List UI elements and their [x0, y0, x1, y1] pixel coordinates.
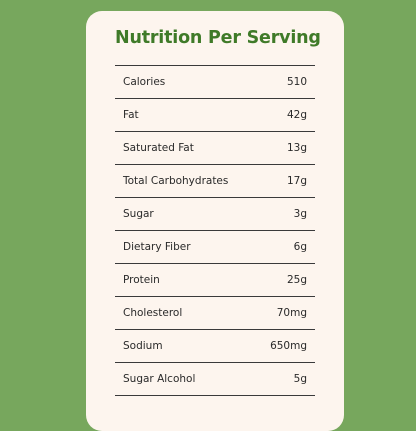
nutrition-row-fat: Fat 42g — [115, 98, 315, 131]
nutrition-row-sugar-alcohol: Sugar Alcohol 5g — [115, 362, 315, 395]
nutrition-value: 510 — [286, 76, 307, 88]
nutrition-row-cholesterol: Cholesterol 70mg — [115, 296, 315, 329]
nutrition-row-total-carbohydrates: Total Carbohydrates 17g — [115, 164, 315, 197]
nutrition-label: Fat — [123, 109, 139, 121]
nutrition-value: 3g — [293, 208, 307, 220]
nutrition-value: 17g — [286, 175, 307, 187]
nutrition-row-dietary-fiber: Dietary Fiber 6g — [115, 230, 315, 263]
nutrition-value: 70mg — [276, 307, 307, 319]
nutrition-value: 6g — [293, 241, 307, 253]
nutrition-row-calories: Calories 510 — [115, 65, 315, 98]
nutrition-label: Sodium — [123, 340, 163, 352]
nutrition-label: Sugar Alcohol — [123, 373, 196, 385]
nutrition-value: 5g — [293, 373, 307, 385]
nutrition-label: Saturated Fat — [123, 142, 194, 154]
nutrition-value: 650mg — [270, 340, 307, 352]
nutrition-label: Dietary Fiber — [123, 241, 191, 253]
nutrition-label: Calories — [123, 76, 166, 88]
nutrition-card: Nutrition Per Serving Calories 510 Fat 4… — [86, 11, 344, 431]
card-title: Nutrition Per Serving — [115, 28, 321, 48]
nutrition-label: Cholesterol — [123, 307, 183, 319]
nutrition-value: 13g — [286, 142, 307, 154]
nutrition-label: Sugar — [123, 208, 154, 220]
nutrition-label: Protein — [123, 274, 160, 286]
nutrition-row-protein: Protein 25g — [115, 263, 315, 296]
table-bottom-divider — [115, 395, 315, 428]
nutrition-row-sugar: Sugar 3g — [115, 197, 315, 230]
nutrition-label: Total Carbohydrates — [123, 175, 229, 187]
nutrition-row-sodium: Sodium 650mg — [115, 329, 315, 362]
nutrition-row-saturated-fat: Saturated Fat 13g — [115, 131, 315, 164]
nutrition-value: 42g — [286, 109, 307, 121]
nutrition-value: 25g — [286, 274, 307, 286]
